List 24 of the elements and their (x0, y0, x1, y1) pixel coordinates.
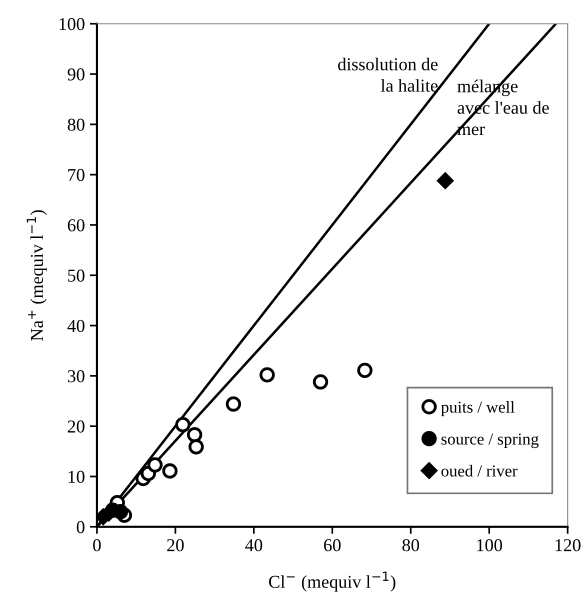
y-axis-title: Na$^{+}$ (mequiv l$^{−1}$) (26, 210, 47, 341)
y-tick-label: 80 (68, 118, 84, 131)
y-tick-label: 0 (76, 521, 84, 534)
x-tick-label: 60 (324, 539, 341, 552)
x-tick-label: 120 (556, 539, 580, 552)
x-tick-label: 40 (245, 539, 262, 552)
y-tick-label: 30 (68, 370, 84, 382)
legend-label: puits / well (441, 401, 515, 416)
x-tick-label: 20 (167, 539, 184, 552)
y-tick-label: 60 (68, 219, 84, 232)
y-tick-label: 10 (68, 470, 84, 483)
y-tick-label: 40 (67, 320, 84, 332)
x-axis-title: Cl$^{−}$ (mequiv l$^{−1}$) (269, 572, 396, 592)
legend-label: oued / river (441, 464, 518, 477)
y-tick-label: 20 (68, 420, 84, 433)
y-tick-label: 70 (68, 168, 84, 182)
x-tick-label: 0 (93, 539, 101, 552)
y-tick-label: 90 (68, 68, 84, 80)
x-tick-label: 80 (402, 539, 420, 552)
y-tick-label: 100 (60, 18, 84, 30)
y-tick-label: 50 (68, 270, 84, 282)
legend-label: source / spring (441, 433, 539, 448)
annotation: dissolution de la halite (338, 58, 438, 92)
x-tick-label: 100 (477, 539, 502, 552)
